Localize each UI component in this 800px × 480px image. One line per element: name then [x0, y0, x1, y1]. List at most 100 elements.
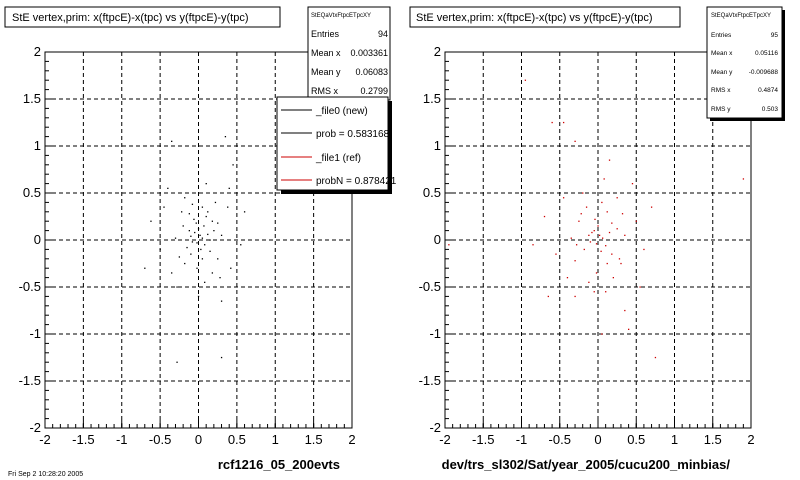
right-data-point	[650, 206, 653, 208]
left-x-tick-label: -1	[116, 432, 128, 447]
left-data-point	[176, 286, 178, 288]
right-grid	[445, 52, 751, 428]
left-data-point	[163, 206, 165, 208]
left-data-point	[201, 258, 204, 260]
left-stats-label-0: Entries	[311, 29, 340, 39]
right-data-point	[574, 295, 576, 298]
right-data-point	[600, 250, 602, 252]
left-ticks: -2 -1.5 -1 -0.5 0 0.5 1 1.5 2 2 1.5 1 0.5 0 -0.5 -1 -1.5…	[19, 44, 356, 447]
left-data-point	[209, 239, 211, 241]
right-data-point	[575, 244, 578, 246]
right-data-point	[547, 295, 549, 298]
left-x-tick-label: -1.5	[72, 432, 94, 447]
left-data-point	[220, 234, 223, 236]
footer-text: Fri Sep 2 10:28:20 2005	[8, 471, 83, 478]
right-ticks: -2 -1.5 -1 -0.5 0 0.5 1 1.5 2 2 1.5 1 0.5 0 -0.5 -1 -1.5…	[419, 44, 755, 447]
right-data-point	[605, 291, 607, 293]
left-y-tick-label: 0	[34, 232, 41, 247]
right-data-point	[597, 225, 599, 227]
right-y-tick-label: 0	[434, 232, 441, 247]
left-data-point	[228, 187, 230, 189]
left-data-point	[193, 218, 195, 221]
right-data-point	[601, 201, 603, 204]
left-data-point	[219, 277, 221, 279]
left-data-point	[190, 253, 192, 255]
left-data-point	[211, 272, 214, 274]
left-data-point	[217, 222, 219, 224]
right-data-point	[588, 281, 590, 283]
left-y-tick-label: -1.5	[19, 373, 41, 388]
right-data-point	[639, 286, 641, 288]
left-data-point	[144, 267, 146, 269]
left-data-point	[204, 244, 206, 246]
left-y-tick-label: 0.5	[23, 185, 41, 200]
right-data-point	[621, 213, 624, 215]
right-stats-title: StEQaVtxFtpcETpcXY	[711, 13, 771, 19]
left-data-point	[182, 225, 184, 227]
left-x-tick-label: 0	[195, 432, 202, 447]
right-stats-label-3: RMS x	[711, 87, 731, 94]
right-x-tick-label: -2	[439, 432, 451, 447]
right-data-point	[574, 140, 576, 142]
left-data-point	[220, 356, 223, 359]
right-data-point	[593, 230, 595, 232]
left-data-point	[209, 250, 211, 252]
right-x-tick-label: 1.5	[704, 432, 722, 447]
right-data-point	[598, 234, 601, 236]
left-points	[144, 136, 246, 363]
left-data-point	[207, 211, 209, 213]
right-data-point	[606, 211, 608, 213]
left-title-box: StE vertex,prim: x(ftpcE)-x(tpc) vs y(ft…	[4, 6, 281, 28]
right-data-point	[595, 243, 598, 245]
right-data-point	[562, 197, 565, 199]
right-data-point	[595, 272, 598, 274]
right-data-point	[582, 192, 584, 194]
left-data-point	[200, 248, 202, 251]
left-stats-value-0: 94	[378, 29, 388, 39]
left-stats-label-3: RMS x	[311, 86, 339, 96]
right-x-tick-label: 0.5	[627, 432, 645, 447]
left-data-point	[184, 262, 186, 265]
left-data-point	[213, 230, 215, 232]
left-y-tick-label: -2	[29, 420, 41, 435]
right-data-point	[583, 248, 585, 251]
left-data-point	[204, 281, 206, 283]
left-y-tick-label: -1	[29, 326, 41, 341]
right-stats-label-1: Mean x	[711, 50, 733, 57]
left-data-point	[201, 237, 204, 239]
right-data-point	[562, 121, 565, 124]
left-x-tick-label: 1.5	[305, 432, 323, 447]
right-data-point	[601, 237, 604, 239]
right-stats-label-4: RMS y	[711, 106, 731, 113]
left-legend: _file0 (new) prob = 0.583168 _file1 (ref…	[276, 96, 397, 194]
right-data-point	[611, 253, 613, 255]
left-xlabel: rcf1216_05_200evts	[218, 457, 340, 472]
right-stats-value-2: -0.009688	[749, 69, 779, 76]
left-data-point	[195, 222, 197, 224]
right-data-point	[589, 241, 592, 243]
right-stats-label-2: Mean y	[711, 69, 733, 76]
left-stats-box: StEQaVtxFtpcETpcXY Entries 94 Mean x 0.0…	[307, 6, 391, 101]
left-x-tick-label: 0.5	[228, 432, 246, 447]
right-data-point	[654, 356, 657, 359]
left-data-point	[214, 201, 217, 204]
left-data-point	[194, 231, 196, 234]
legend-label-3: probN = 0.878421	[316, 176, 397, 187]
left-y-tick-label: 1	[34, 138, 41, 153]
legend-label-2: _file1 (ref)	[315, 153, 361, 164]
left-data-point	[211, 220, 214, 222]
left-stats-value-3: 0.2799	[360, 86, 388, 96]
right-data-point	[620, 262, 622, 265]
right-panel: -2 -1.5 -1 -0.5 0 0.5 1 1.5 2 2 1.5 1 0.5 0 -0.5 -1 -1.5…	[409, 6, 785, 472]
right-data-point	[643, 248, 645, 251]
right-stats-value-1: 0.05116	[755, 50, 778, 57]
left-title: StE vertex,prim: x(ftpcE)-x(tpc) vs y(ft…	[12, 12, 249, 24]
left-stats-value-1: 0.003361	[350, 48, 388, 58]
right-stats-value-4: 0.503	[762, 106, 779, 113]
right-data-point	[742, 178, 745, 180]
right-y-tick-label: -1.5	[419, 373, 441, 388]
right-data-point	[603, 178, 605, 180]
right-data-point	[605, 245, 607, 247]
left-y-tick-label: 2	[34, 44, 41, 59]
right-y-tick-label: -0.5	[419, 279, 441, 294]
